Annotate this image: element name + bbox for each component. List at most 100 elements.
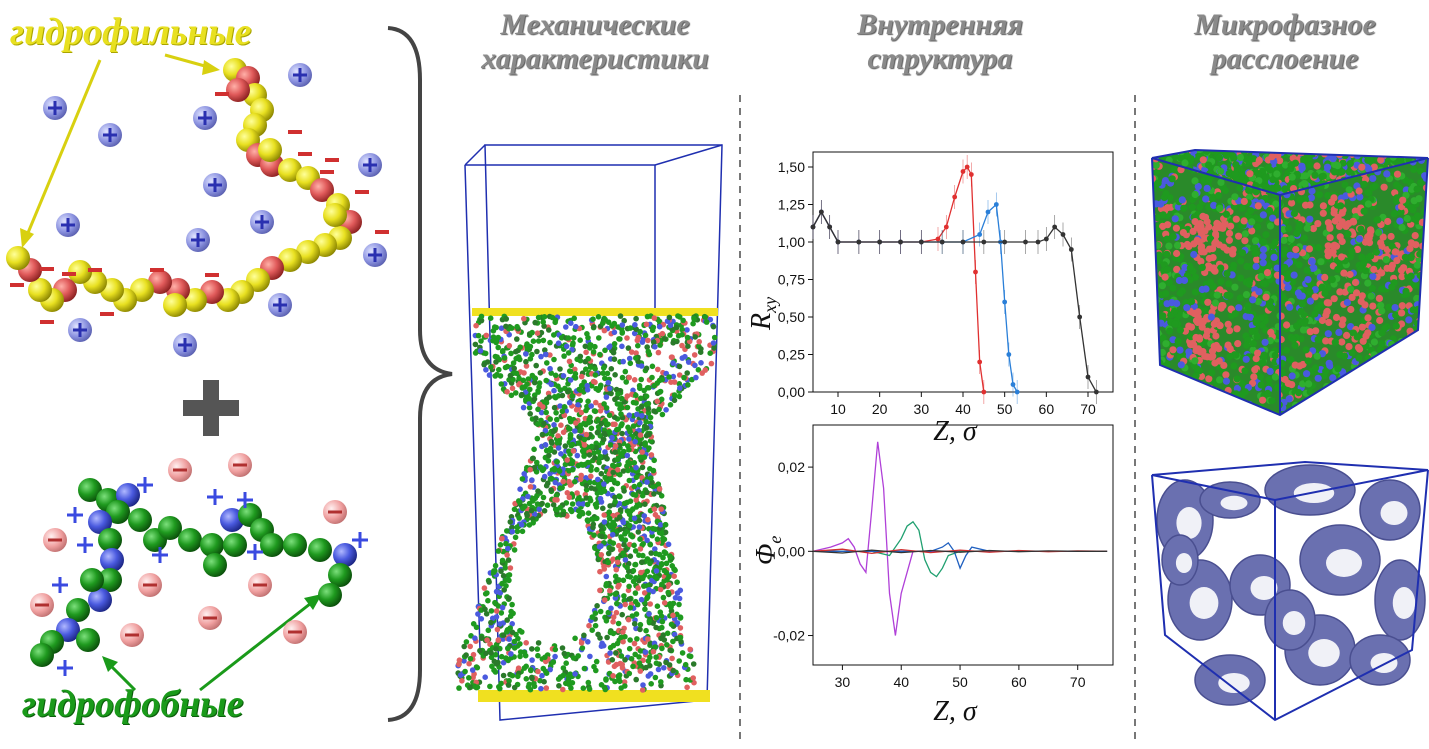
- x-axis-label: Z, σ: [933, 416, 978, 447]
- hydrophobic-bead: [203, 553, 227, 577]
- data-point: [981, 239, 987, 245]
- data-point: [985, 209, 991, 215]
- data-point: [827, 224, 833, 230]
- x-tick-label: 30: [835, 674, 851, 690]
- hydrophobic-bead: [333, 543, 357, 567]
- minus-charge: [88, 268, 102, 272]
- data-point: [981, 389, 987, 395]
- hydrophobic-bead: [158, 516, 182, 540]
- hydrophobic-bead: [223, 533, 247, 557]
- counterions-red: [30, 453, 347, 647]
- y-tick-label: 0,50: [778, 309, 805, 325]
- data-point: [968, 172, 974, 177]
- hydrophobic-bead: [260, 533, 284, 557]
- hydrophobic-bead: [178, 528, 202, 552]
- hydrophobic-bead: [100, 548, 124, 572]
- data-point: [1023, 239, 1028, 245]
- series-line: [812, 165, 985, 393]
- hydrophobic-bead: [78, 478, 102, 502]
- hydrophilic-bead: [28, 278, 52, 302]
- x-tick-label: 70: [1070, 674, 1086, 690]
- data-point: [856, 239, 862, 245]
- data-point: [1052, 224, 1058, 230]
- right-brace-icon: [387, 26, 453, 722]
- data-point: [977, 232, 983, 237]
- x-tick-label: 40: [893, 674, 909, 690]
- data-point: [918, 239, 924, 245]
- hydrophilic-bead: [296, 240, 320, 264]
- minus-charge: [40, 320, 54, 324]
- minus-charge: [205, 273, 219, 277]
- header-internal-line2: структура: [867, 42, 1013, 75]
- header-microphase-line2: расслоение: [1211, 42, 1359, 75]
- y-tick-label: -0,02: [773, 628, 805, 644]
- data-point: [964, 164, 970, 170]
- minus-charge: [288, 130, 302, 134]
- data-point: [935, 236, 941, 242]
- data-point: [1068, 247, 1074, 252]
- microphase-isosurface-cube: [1151, 460, 1429, 722]
- hydrophobic-bead: [283, 533, 307, 557]
- y-tick-label: 0,75: [778, 272, 805, 288]
- data-point: [1077, 314, 1083, 320]
- mechanical-simulation-box: [455, 144, 723, 721]
- hydrophilic-bead: [148, 270, 172, 294]
- data-point: [1006, 352, 1012, 357]
- hydrophilic-bead: [278, 158, 302, 182]
- y-tick-label: 1,00: [778, 234, 805, 250]
- hydrophobic-bead: [220, 508, 244, 532]
- chart-rxy: 10 20 30 40 50 60 70 0,00 0,25 0,50 0,75 1,00 1,25 1,…: [746, 151, 1114, 447]
- hydrophilic-bead: [6, 246, 30, 270]
- minus-charge: [375, 230, 389, 234]
- y-tick-label: 0,02: [778, 459, 805, 475]
- y-axis-label: Rxy: [746, 297, 780, 331]
- x-tick-label: 20: [872, 401, 888, 417]
- minus-charge: [355, 190, 369, 194]
- data-point: [960, 239, 966, 245]
- label-hydrophobic: гидрофобные: [22, 683, 244, 725]
- x-tick-label: 70: [1080, 401, 1096, 417]
- minus-charge: [150, 268, 164, 272]
- arrow-hydrophilic-1: [20, 59, 102, 248]
- y-tick-label: 1,50: [778, 159, 805, 175]
- y-axis-label: Φe: [751, 536, 785, 565]
- data-point: [818, 209, 824, 215]
- data-point: [1002, 299, 1008, 305]
- hydrophobic-polymer-chain: [30, 477, 368, 676]
- data-point: [1002, 239, 1008, 245]
- hydrophobic-bead: [308, 538, 332, 562]
- minus-charge: [100, 312, 114, 316]
- hydrophobic-bead: [76, 628, 100, 652]
- x-tick-label: 50: [952, 674, 968, 690]
- data-point: [939, 239, 945, 245]
- minus-charge: [320, 170, 334, 174]
- chart-phi: 30 40 50 60 70 -0,02 0,00 0,02 Z, σ Φe: [751, 424, 1114, 727]
- plot-frame: [812, 424, 1114, 666]
- data-point: [810, 224, 816, 230]
- hydrophilic-bead: [310, 178, 334, 202]
- y-tick-label: 1,25: [778, 197, 805, 213]
- hydrophobic-bead: [200, 533, 224, 557]
- counterions-blue: [43, 63, 387, 357]
- hydrophobic-bead: [80, 568, 104, 592]
- header-microphase-line1: Микрофазное: [1194, 8, 1376, 41]
- label-hydrophilic: гидрофильные: [10, 11, 252, 53]
- plot-frame: [812, 151, 1114, 393]
- minus-charge: [62, 272, 76, 276]
- data-point: [835, 239, 841, 245]
- hydrophilic-bead: [258, 138, 282, 162]
- hydrophobic-bead: [98, 528, 122, 552]
- hydrophobic-bead: [30, 643, 54, 667]
- data-point: [977, 359, 983, 365]
- x-tick-label: 40: [955, 401, 971, 417]
- series-line: [812, 549, 1108, 554]
- minus-charge: [40, 267, 54, 271]
- header-mechanical: Механические характеристики: [450, 8, 740, 76]
- series-line: [812, 441, 1108, 636]
- x-tick-label: 60: [1011, 674, 1027, 690]
- microphase-cube-beads: [1151, 148, 1429, 417]
- data-point: [1085, 374, 1091, 380]
- data-point: [1043, 236, 1049, 242]
- hydrophobic-bead: [318, 583, 342, 607]
- hydrophilic-bead: [323, 203, 347, 227]
